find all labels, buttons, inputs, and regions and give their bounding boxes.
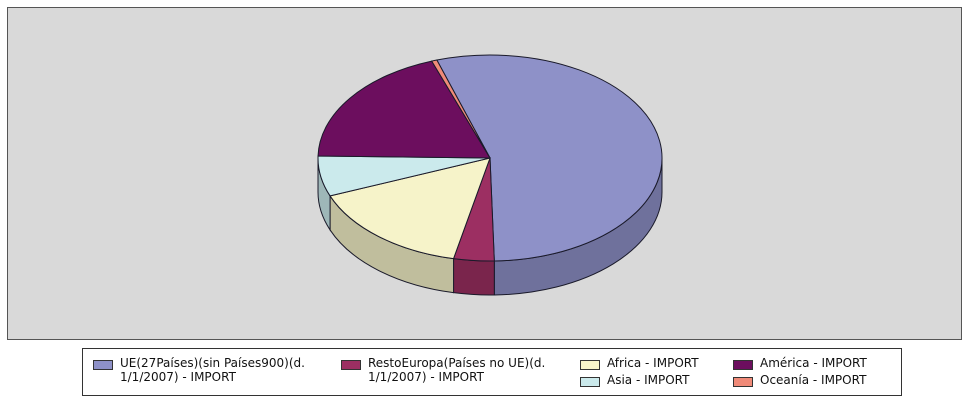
legend-swatch-resto-europa [341, 360, 361, 370]
legend: UE(27Países)(sin Países900)(d. 1/1/2007)… [82, 348, 902, 396]
legend-item-africa: Africa - IMPORT [580, 356, 699, 370]
legend-label-oceania: Oceanía - IMPORT [760, 373, 867, 387]
legend-label-asia: Asia - IMPORT [607, 373, 690, 387]
legend-swatch-oceania [733, 377, 753, 387]
legend-swatch-africa [580, 360, 600, 370]
legend-label-africa: Africa - IMPORT [607, 356, 699, 370]
legend-label-america: América - IMPORT [760, 356, 867, 370]
legend-swatch-ue [93, 360, 113, 370]
legend-item-america: América - IMPORT [733, 356, 867, 370]
legend-swatch-asia [580, 377, 600, 387]
legend-item-ue: UE(27Países)(sin Países900)(d. 1/1/2007)… [93, 356, 328, 384]
legend-label-resto-europa: RestoEuropa(Países no UE)(d. 1/1/2007) -… [368, 356, 546, 384]
legend-item-oceania: Oceanía - IMPORT [733, 373, 866, 387]
pie-slice-4 [317, 60, 491, 159]
legend-label-ue: UE(27Países)(sin Países900)(d. 1/1/2007)… [120, 356, 305, 384]
pie-slice-side-1-0 [453, 258, 495, 296]
pie-slice-5 [430, 59, 491, 159]
legend-item-asia: Asia - IMPORT [580, 373, 689, 387]
legend-item-resto-europa: RestoEuropa(Países no UE)(d. 1/1/2007) -… [341, 356, 566, 384]
legend-swatch-america [733, 360, 753, 370]
pie-slice-0 [436, 54, 663, 262]
pie-slice-2 [329, 157, 491, 260]
